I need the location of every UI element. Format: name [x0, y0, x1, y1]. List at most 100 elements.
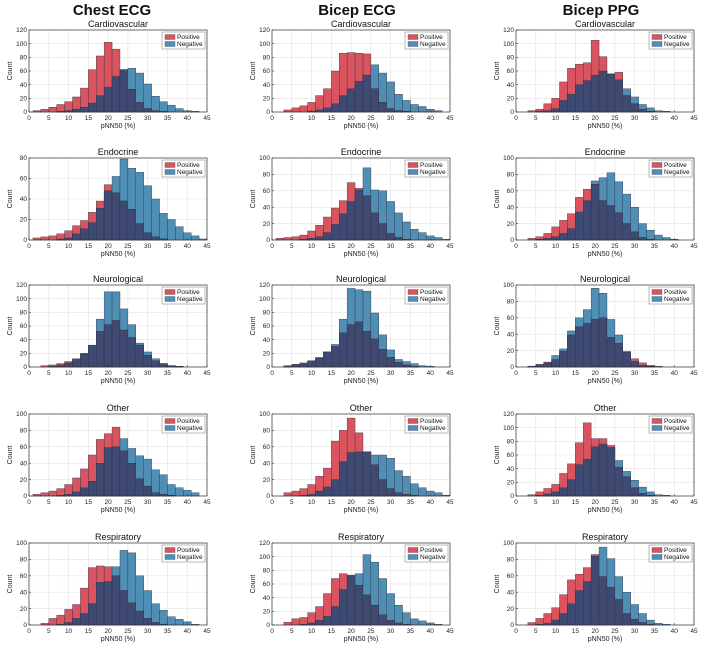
y-tick-label: 100 [503, 155, 514, 162]
panel-title: Respiratory [95, 532, 142, 542]
bar-overlap [315, 236, 324, 241]
bar-positive [48, 107, 57, 113]
bar-positive [48, 618, 57, 626]
x-tick-label: 45 [446, 499, 454, 506]
x-tick-label: 35 [407, 243, 415, 250]
x-tick-label: 25 [611, 370, 619, 377]
x-tick-label: 10 [65, 243, 73, 250]
bar-overlap [598, 200, 608, 241]
bar-overlap [378, 349, 387, 368]
bar-overlap [103, 87, 113, 113]
panel-title: Neurological [336, 274, 386, 284]
y-tick-label: 40 [20, 337, 28, 344]
bar-overlap [88, 603, 97, 626]
bar-overlap [346, 88, 356, 113]
x-tick-label: 20 [347, 499, 355, 506]
legend-label-positive: Positive [420, 289, 443, 296]
panel-grid: 0 5 10 15 20 25 30 35 40 45 0 20 40 60 80 100 120 Cardiov… [7, 19, 698, 643]
bar-negative [662, 237, 671, 241]
x-tick-label: 20 [104, 628, 112, 635]
x-tick-label: 10 [308, 499, 316, 506]
bar-overlap [72, 491, 81, 497]
x-tick-label: 10 [552, 499, 560, 506]
x-axis-label: pNN50 (%) [101, 251, 136, 258]
panel-title: Cardiovascular [88, 19, 148, 29]
y-axis-label: Count [494, 190, 501, 209]
x-tick-label: 5 [534, 370, 538, 377]
x-tick-label: 15 [328, 499, 336, 506]
bar-overlap [590, 184, 600, 241]
y-tick-label: 80 [20, 557, 28, 564]
bar-overlap [638, 109, 647, 113]
bar-overlap [606, 337, 616, 368]
x-tick-label: 30 [144, 115, 152, 122]
x-tick-label: 20 [591, 628, 599, 635]
y-tick-label: 80 [20, 428, 28, 435]
bar-negative [386, 81, 395, 113]
bar-overlap [119, 590, 129, 626]
x-tick-label: 45 [446, 370, 454, 377]
bar-negative [418, 106, 427, 113]
x-tick-label: 20 [347, 115, 355, 122]
bar-overlap [583, 323, 592, 368]
y-tick-label: 60 [263, 581, 271, 588]
y-tick-label: 120 [503, 27, 514, 34]
bar-negative [433, 237, 443, 241]
bar-overlap [575, 464, 584, 497]
x-tick-label: 45 [203, 115, 211, 122]
axes-box [515, 284, 695, 368]
x-tick-label: 10 [65, 370, 73, 377]
panel-chest-ecg-respiratory: 0 5 10 15 20 25 30 35 40 45 0 20 40 60 80 100 Respirator… [7, 532, 211, 643]
y-tick-label: 0 [23, 622, 27, 629]
bar-overlap [88, 102, 97, 113]
bar-overlap [103, 447, 113, 497]
y-tick-label: 0 [266, 109, 270, 116]
legend-label-positive: Positive [177, 162, 200, 169]
bar-overlap [339, 332, 348, 368]
x-axis-label: pNN50 (%) [344, 378, 379, 385]
bar-overlap [394, 237, 403, 241]
legend-label-negative: Negative [664, 169, 690, 176]
bar-overlap [111, 192, 121, 241]
legend-swatch-negative [407, 425, 419, 431]
y-tick-label: 80 [263, 310, 271, 317]
x-tick-label: 15 [85, 370, 93, 377]
x-tick-label: 20 [591, 499, 599, 506]
y-tick-label: 40 [20, 82, 28, 89]
legend-swatch-negative [651, 554, 663, 560]
bar-negative [418, 232, 427, 241]
bar-overlap [331, 103, 340, 113]
bar-positive [291, 618, 300, 626]
x-axis-label: pNN50 (%) [588, 378, 623, 385]
bar-overlap [362, 594, 372, 626]
y-tick-label: 20 [20, 217, 28, 224]
legend-label-negative: Negative [664, 554, 690, 561]
bar-overlap [354, 321, 364, 368]
bar-overlap [598, 443, 608, 497]
y-tick-label: 60 [263, 323, 271, 330]
bar-overlap [575, 590, 584, 626]
bar-negative [167, 616, 176, 626]
x-tick-label: 35 [651, 628, 659, 635]
legend-swatch-negative [407, 554, 419, 560]
bar-overlap [567, 228, 576, 241]
legend-swatch-negative [407, 296, 419, 302]
y-tick-label: 20 [263, 351, 271, 358]
bar-overlap [339, 95, 348, 113]
x-tick-label: 5 [47, 115, 51, 122]
x-tick-label: 10 [552, 370, 560, 377]
panel-bicep-ecg-cardiovascular: 0 5 10 15 20 25 30 35 40 45 0 20 40 60 80 100 120 Cardiov… [250, 19, 454, 130]
bar-overlap [606, 205, 616, 241]
column-title-chest-ecg: Chest ECG [73, 2, 151, 19]
x-tick-label: 25 [611, 499, 619, 506]
panel-title: Respiratory [338, 532, 385, 542]
y-tick-label: 80 [20, 55, 28, 62]
x-tick-label: 10 [308, 628, 316, 635]
bar-overlap [339, 461, 348, 497]
y-axis-label: Count [494, 446, 501, 465]
